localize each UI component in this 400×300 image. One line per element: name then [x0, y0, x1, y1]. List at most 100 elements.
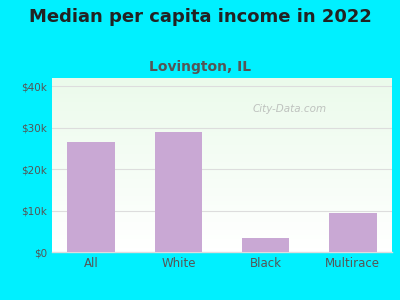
Bar [52, 140, 392, 141]
Bar [52, 175, 392, 176]
Bar [52, 216, 392, 217]
Bar [52, 104, 392, 105]
Bar [52, 179, 392, 180]
Bar [52, 245, 392, 246]
Bar [52, 221, 392, 222]
Bar [52, 181, 392, 182]
Bar [52, 119, 392, 120]
Bar [52, 246, 392, 247]
Bar [52, 126, 392, 127]
Bar [52, 198, 392, 199]
Bar [52, 176, 392, 177]
Bar [52, 95, 392, 96]
Bar [52, 85, 392, 86]
Bar [52, 149, 392, 150]
Bar [52, 170, 392, 171]
Bar [52, 161, 392, 162]
Bar [52, 106, 392, 107]
Bar [52, 158, 392, 159]
Bar [52, 219, 392, 220]
Bar [52, 124, 392, 125]
Text: Median per capita income in 2022: Median per capita income in 2022 [28, 8, 372, 26]
Bar [52, 151, 392, 152]
Bar [52, 217, 392, 218]
Bar [52, 194, 392, 195]
Bar [52, 122, 392, 123]
Bar [52, 177, 392, 178]
Bar [52, 138, 392, 139]
Bar [52, 238, 392, 239]
Bar [52, 121, 392, 122]
Bar [52, 137, 392, 138]
Bar [52, 239, 392, 240]
Bar [52, 247, 392, 248]
Bar [52, 152, 392, 153]
Bar [52, 251, 392, 252]
Bar [52, 190, 392, 191]
Bar [52, 231, 392, 232]
Bar [52, 91, 392, 92]
Bar [52, 241, 392, 242]
Bar [52, 144, 392, 145]
Bar [52, 193, 392, 194]
Bar [52, 189, 392, 190]
Bar [52, 109, 392, 110]
Bar [52, 227, 392, 228]
Bar [52, 125, 392, 126]
Bar [52, 172, 392, 173]
Bar [52, 94, 392, 95]
Bar [52, 250, 392, 251]
Bar [52, 157, 392, 158]
Bar [52, 147, 392, 148]
Bar [52, 105, 392, 106]
Bar [52, 130, 392, 131]
Bar [52, 136, 392, 137]
Bar [52, 187, 392, 188]
Bar [52, 153, 392, 154]
Bar [52, 99, 392, 100]
Bar [52, 135, 392, 136]
Bar [52, 89, 392, 90]
Bar [52, 225, 392, 226]
Bar [52, 201, 392, 202]
Bar [52, 214, 392, 215]
Bar [52, 243, 392, 244]
Bar [52, 107, 392, 108]
Bar [52, 168, 392, 169]
Bar [52, 206, 392, 207]
Bar [52, 163, 392, 164]
Bar [52, 156, 392, 157]
Bar [52, 222, 392, 223]
Bar [52, 192, 392, 193]
Bar [52, 88, 392, 89]
Bar [52, 146, 392, 147]
Bar [52, 197, 392, 198]
Bar [52, 80, 392, 81]
Bar [52, 92, 392, 93]
Bar [52, 101, 392, 102]
Bar [52, 123, 392, 124]
Bar [52, 178, 392, 179]
Bar [52, 128, 392, 129]
Bar [52, 93, 392, 94]
Bar [52, 203, 392, 204]
Bar [52, 162, 392, 163]
Bar [52, 129, 392, 130]
Bar [52, 79, 392, 80]
Bar [52, 115, 392, 116]
Bar [52, 196, 392, 197]
Bar [52, 167, 392, 168]
Bar [52, 195, 392, 196]
Bar [52, 249, 392, 250]
Bar [52, 82, 392, 83]
Text: Lovington, IL: Lovington, IL [149, 60, 251, 74]
Bar [52, 117, 392, 118]
Bar [52, 166, 392, 167]
Bar [52, 111, 392, 112]
Bar [52, 208, 392, 209]
Bar [52, 200, 392, 201]
Bar [52, 165, 392, 166]
Bar [52, 108, 392, 109]
Bar [52, 236, 392, 237]
Bar [52, 240, 392, 241]
